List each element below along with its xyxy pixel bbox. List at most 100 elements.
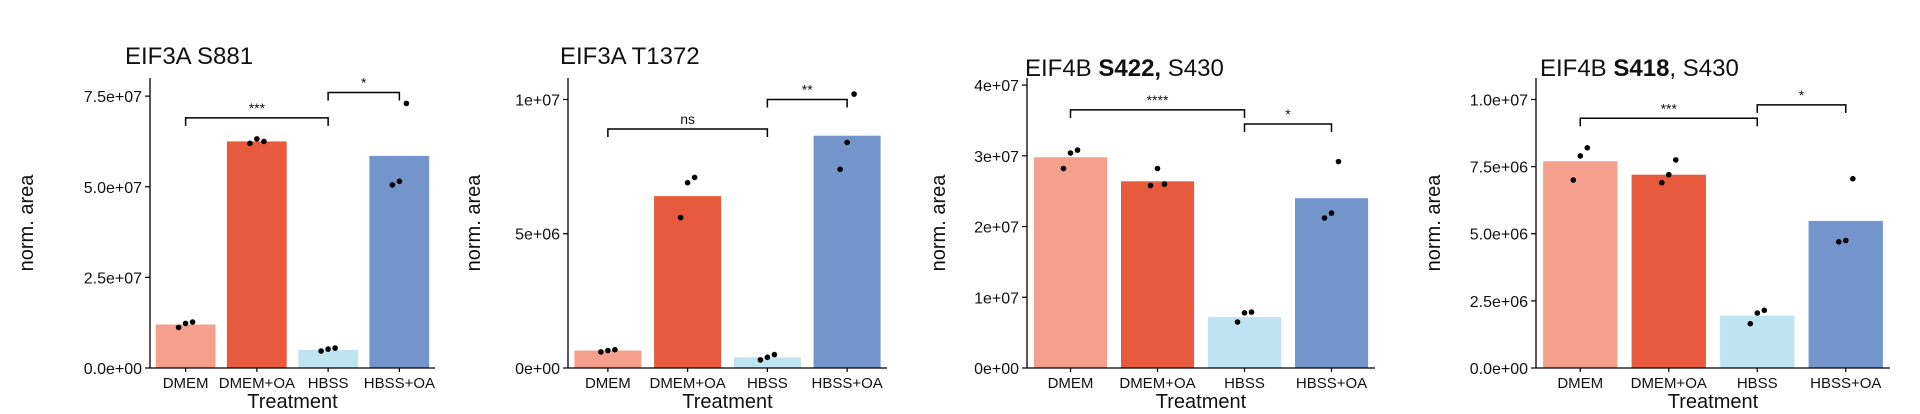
data-point: [1074, 147, 1081, 153]
x-tick-label: DMEM+OA: [649, 375, 725, 392]
significance-label: ***: [249, 100, 266, 116]
x-tick-label: DMEM: [1048, 375, 1094, 392]
data-point: [1570, 177, 1577, 183]
data-point: [757, 357, 764, 363]
data-point: [1673, 157, 1679, 163]
data-point: [254, 136, 260, 142]
bar-dmem: [1543, 161, 1618, 368]
y-tick-label: 0e+00: [515, 361, 560, 378]
significance-bracket: [766, 98, 848, 108]
panel-title: EIF4B S418, S430: [1540, 55, 1739, 82]
data-point: [403, 100, 410, 107]
panel-title-part: S422,: [1098, 55, 1161, 82]
x-axis-title: Treatment: [247, 391, 338, 409]
data-point: [1850, 175, 1856, 182]
significance-bracket: [1243, 123, 1333, 132]
bar-hbss-oa: [1808, 220, 1883, 368]
panel-title: EIF4B S422, S430: [1025, 55, 1224, 82]
data-point: [764, 354, 771, 361]
y-tick-label: 1e+07: [974, 290, 1019, 307]
panel-title-part: , S430: [1669, 55, 1738, 82]
panel-title: EIF3A T1372: [560, 43, 700, 70]
x-tick-label: DMEM+OA: [219, 375, 295, 392]
y-tick-label: 5.0e+07: [84, 180, 142, 197]
y-tick-label: 7.5e+06: [1470, 160, 1528, 177]
x-tick-label: DMEM: [163, 375, 209, 392]
chart-panel-3: EIF4B S422, S430 0e+00 1e+07 2e+07 3e+07 4e+0…: [928, 55, 1375, 413]
data-point: [684, 179, 691, 186]
data-point: [1659, 179, 1665, 186]
bar-hbss: [733, 357, 801, 368]
bar-hbss-oa: [1295, 198, 1369, 368]
data-point: [175, 324, 182, 331]
y-tick-label: 5.0e+06: [1470, 227, 1528, 244]
data-point: [837, 166, 843, 173]
data-point: [691, 174, 698, 181]
bar-hbss-oa: [369, 155, 430, 368]
data-point: [182, 320, 189, 327]
y-tick-label: 1e+07: [515, 92, 560, 109]
panel-title-part: EIF4B: [1025, 55, 1098, 82]
data-point: [612, 346, 618, 353]
significance-bracket: [327, 91, 401, 101]
x-tick-label: DMEM: [1557, 375, 1603, 392]
panel-title-part: EIF4B: [1540, 55, 1613, 82]
bar-dmem-oa: [226, 141, 287, 368]
data-point: [1234, 319, 1241, 325]
significance-label: *: [1799, 87, 1805, 103]
data-point: [389, 182, 396, 188]
data-point: [1761, 307, 1768, 314]
y-tick-label: 4e+07: [974, 78, 1019, 95]
y-tick-label: 0.0e+00: [84, 361, 142, 378]
bar-dmem-oa: [654, 196, 722, 368]
x-tick-label: HBSS+OA: [1810, 375, 1881, 392]
panel-title-part: S418: [1613, 55, 1669, 82]
data-point: [1577, 153, 1584, 159]
chart-panel-2: EIF3A T1372 0e+00 5e+06 1e+07 DMEM DMEM+OA HBS…: [463, 43, 887, 413]
x-tick-label: HBSS: [308, 375, 349, 392]
panel-title-part: EIF3A T1372: [560, 43, 700, 70]
significance-label: ns: [680, 111, 695, 127]
y-tick-label: 2e+07: [974, 220, 1019, 237]
chart-panel-4: EIF4B S418, S430 0.0e+00 2.5e+06 5.0e+06 7.5…: [1423, 55, 1890, 413]
panel-title: EIF3A S881: [125, 43, 253, 70]
data-point: [325, 346, 331, 352]
data-point: [1248, 309, 1255, 315]
data-point: [261, 138, 267, 145]
significance-bracket: [607, 128, 769, 138]
x-tick-label: HBSS: [1224, 375, 1265, 392]
significance-bracket: [1579, 117, 1758, 127]
bar-dmem-oa: [1631, 174, 1706, 368]
data-point: [851, 91, 857, 97]
significance-bracket: [1756, 104, 1847, 113]
data-point: [1161, 181, 1168, 187]
data-point: [1843, 237, 1849, 244]
x-axis-title: Treatment: [1156, 391, 1247, 409]
y-tick-label: 0e+00: [974, 361, 1019, 378]
y-axis-title: norm. area: [16, 174, 38, 272]
significance-bracket: [184, 117, 329, 126]
y-tick-label: 2.5e+06: [1470, 294, 1528, 311]
data-point: [1666, 171, 1672, 178]
data-point: [1328, 210, 1335, 216]
x-tick-label: DMEM: [585, 375, 631, 392]
y-tick-label: 7.5e+07: [84, 89, 142, 106]
significance-label: *: [361, 75, 367, 91]
bar-dmem: [155, 324, 216, 368]
bar-hbss: [1720, 315, 1795, 368]
panel-title-part: S430: [1161, 55, 1224, 82]
bar-hbss: [298, 349, 358, 368]
panel-title-part: EIF3A S881: [125, 43, 253, 70]
data-point: [1154, 165, 1161, 172]
significance-label: ***: [1661, 100, 1678, 116]
significance-bracket: [1069, 109, 1246, 118]
y-tick-label: 5e+06: [515, 227, 560, 244]
data-point: [1060, 165, 1067, 172]
data-point: [844, 139, 850, 146]
y-axis-title: norm. area: [463, 174, 485, 272]
data-point: [1241, 310, 1248, 316]
data-point: [189, 319, 196, 325]
data-point: [1747, 320, 1754, 327]
data-point: [1147, 182, 1154, 189]
